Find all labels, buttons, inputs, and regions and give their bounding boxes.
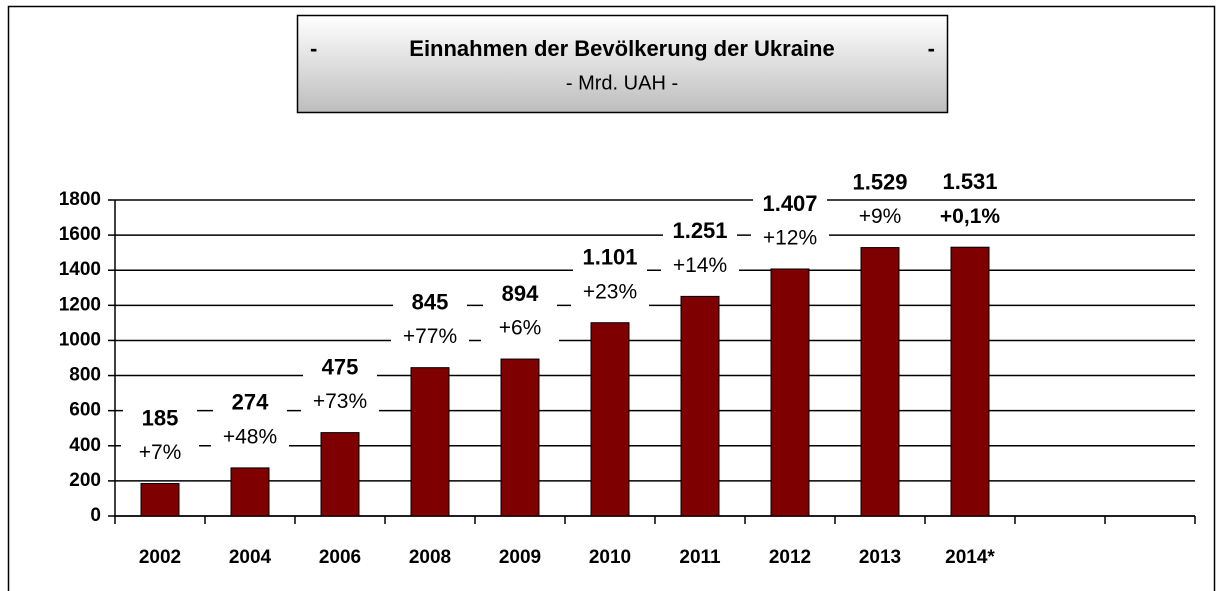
growth-label: +6% <box>499 317 542 340</box>
chart-subtitle: - Mrd. UAH - <box>566 72 678 94</box>
x-tick-label: 2012 <box>769 547 811 568</box>
x-tick-label: 2009 <box>499 547 541 568</box>
y-tick-label: 1800 <box>59 189 101 210</box>
x-tick-label: 2008 <box>409 547 451 568</box>
x-tick-label: 2006 <box>319 547 361 568</box>
bar <box>410 367 450 517</box>
value-label: 845 <box>412 289 449 314</box>
label-background <box>213 389 287 418</box>
label-background <box>303 354 377 383</box>
x-tick-label: 2014* <box>945 547 995 568</box>
label-background <box>931 203 1009 232</box>
x-tick-label: 2011 <box>679 547 721 568</box>
chart-title: Einnahmen der Bevölkerung der Ukraine <box>409 36 834 61</box>
bar <box>770 268 810 517</box>
value-label: 185 <box>142 405 179 430</box>
label-background <box>571 278 649 307</box>
y-tick-label: 1200 <box>59 294 101 315</box>
bar <box>230 467 270 517</box>
y-tick-label: 1400 <box>59 259 101 280</box>
title-mark: - <box>310 36 317 61</box>
bar <box>950 246 990 517</box>
bar <box>500 358 540 517</box>
label-background <box>841 203 919 232</box>
growth-label: +73% <box>313 390 367 413</box>
label-background <box>573 244 647 273</box>
y-tick-label: 800 <box>69 365 101 386</box>
bar <box>680 295 720 517</box>
label-background <box>483 281 557 310</box>
value-label: 475 <box>322 354 359 379</box>
value-label: 1.101 <box>582 245 637 270</box>
growth-label: +23% <box>583 280 637 303</box>
value-label: 1.407 <box>762 191 817 216</box>
label-background <box>751 224 829 253</box>
y-tick-label: 1000 <box>59 329 101 350</box>
value-label: 1.531 <box>942 169 997 194</box>
growth-label: +48% <box>223 425 277 448</box>
label-background <box>123 405 197 434</box>
label-background <box>393 289 467 318</box>
growth-label: +7% <box>139 441 182 464</box>
x-tick-label: 2013 <box>859 547 901 568</box>
bar <box>140 483 180 517</box>
y-tick-label: 1600 <box>59 224 101 245</box>
label-background <box>481 315 559 344</box>
y-tick-label: 0 <box>90 505 101 526</box>
y-tick-label: 200 <box>69 470 101 491</box>
x-tick-label: 2002 <box>139 547 181 568</box>
label-background <box>121 439 199 468</box>
value-label: 1.251 <box>672 218 727 243</box>
growth-label: +12% <box>763 227 817 250</box>
label-background <box>301 388 379 417</box>
growth-label: +14% <box>673 254 727 277</box>
y-tick-label: 400 <box>69 435 101 456</box>
title-mark: - <box>928 36 935 61</box>
label-background <box>391 323 469 352</box>
value-label: 1.529 <box>852 169 907 194</box>
growth-label: +9% <box>859 205 902 228</box>
growth-label: +0,1% <box>940 205 1000 228</box>
label-background <box>933 169 1007 198</box>
label-background <box>661 252 739 281</box>
bar <box>320 432 360 517</box>
value-label: 894 <box>502 281 539 306</box>
label-background <box>663 218 737 247</box>
bar <box>590 322 630 517</box>
label-background <box>211 423 289 452</box>
label-background <box>753 190 827 219</box>
x-tick-label: 2004 <box>229 547 272 568</box>
growth-label: +77% <box>403 325 457 348</box>
x-tick-label: 2010 <box>589 547 631 568</box>
label-background <box>843 169 917 198</box>
bar <box>860 247 900 517</box>
title-box <box>296 14 949 114</box>
y-tick-label: 600 <box>69 400 101 421</box>
value-label: 274 <box>232 390 269 415</box>
